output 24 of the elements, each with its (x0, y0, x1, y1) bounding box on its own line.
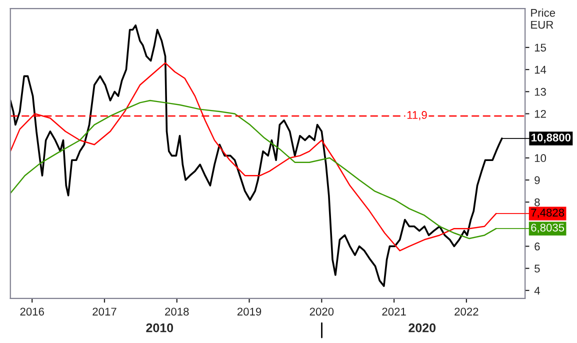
y-tick-label: 10 (534, 154, 546, 162)
y-tick-label: 6 (534, 242, 540, 250)
x-tick-label: 2022 (454, 308, 478, 316)
data-label: 7,4828 (531, 208, 564, 218)
x-tick-label: 2019 (237, 308, 262, 316)
text: 2020 (408, 323, 436, 332)
y-tick-label: 15 (534, 44, 546, 52)
y-tick-label: 14 (534, 66, 546, 74)
y-tick-label: 9 (534, 176, 540, 184)
y-tick-label: 5 (534, 264, 540, 272)
data-label: 6,8035 (531, 224, 564, 233)
y-tick-label: 13 (534, 88, 546, 96)
y-tick-label: 12 (534, 110, 546, 118)
x-tick-label: 2020 (310, 308, 334, 316)
ref-line-label: 11,9 (407, 111, 427, 120)
x-tick-label: 2018 (165, 308, 189, 316)
x-tick-label: 2017 (92, 308, 116, 316)
y-axis-title: Price EUR (531, 8, 556, 29)
text: 2010 (146, 323, 174, 332)
data-label: 10,8800 (532, 134, 571, 144)
x-tick-label: 2016 (20, 308, 44, 316)
y-tick-label: 4 (534, 286, 540, 294)
x-tick-label: 2021 (382, 308, 406, 316)
y-tick-label: 8 (534, 198, 540, 206)
